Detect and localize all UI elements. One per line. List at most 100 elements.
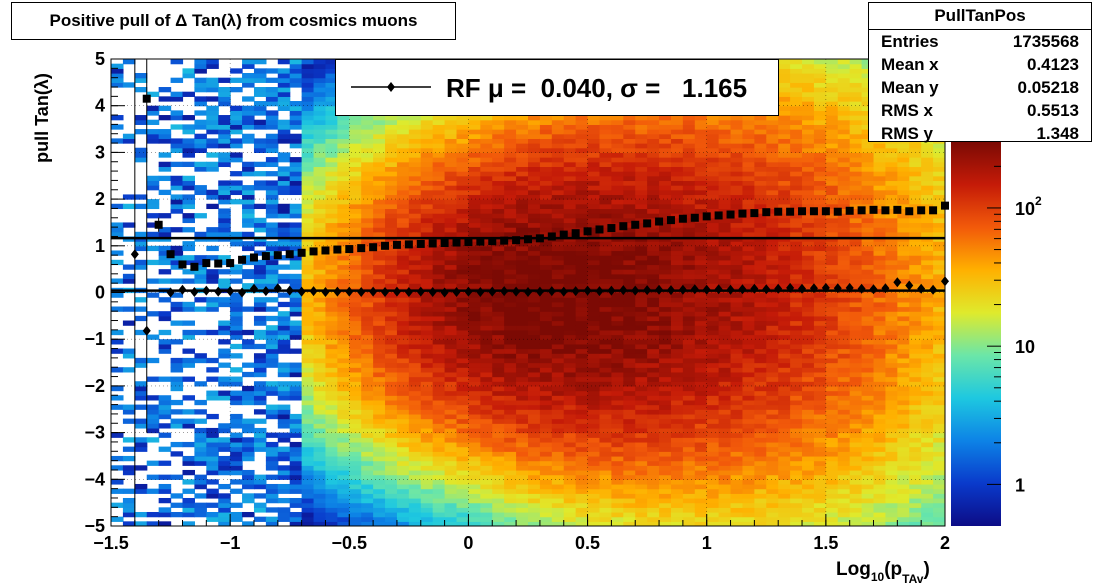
heatmap-cell — [539, 390, 553, 396]
heatmap-cell — [337, 376, 350, 382]
heatmap-cell — [170, 301, 184, 308]
heatmap-cell — [587, 371, 601, 378]
heatmap-cell — [218, 455, 231, 462]
heatmap-cell — [539, 339, 553, 345]
heatmap-cell — [575, 474, 589, 480]
heatmap-cell — [790, 437, 803, 443]
heatmap-cell — [623, 488, 636, 494]
heatmap-cell — [682, 189, 696, 196]
heatmap-cell — [575, 138, 589, 144]
heatmap-cell — [301, 59, 315, 65]
heatmap-cell — [539, 161, 553, 168]
heatmap-cell — [730, 376, 744, 382]
heatmap-cell — [539, 241, 553, 247]
heatmap-cell — [277, 320, 291, 326]
heatmap-cell — [194, 119, 207, 125]
heatmap-cell — [182, 418, 195, 424]
heatmap-cell — [575, 273, 589, 280]
heatmap-cell — [408, 432, 422, 438]
heatmap-cell — [730, 189, 744, 196]
heatmap-cell — [611, 245, 624, 252]
heatmap-cell — [635, 497, 648, 504]
heatmap-cell — [778, 320, 791, 326]
heatmap-cell — [182, 161, 195, 168]
heatmap-cell — [659, 157, 672, 163]
heatmap-cell — [539, 147, 553, 153]
heatmap-cell — [742, 469, 755, 476]
heatmap-cell — [516, 185, 529, 191]
heatmap-cell — [754, 166, 767, 172]
heatmap-cell — [599, 390, 612, 396]
heatmap-cell — [265, 231, 279, 238]
heatmap-cell — [289, 348, 303, 354]
heatmap-cell — [444, 278, 458, 284]
heatmap-cell — [504, 180, 517, 186]
heatmap-cell — [516, 231, 529, 238]
heatmap-cell — [587, 171, 601, 177]
heatmap-cell — [301, 315, 315, 322]
heatmap-cell — [111, 138, 124, 144]
heatmap-cell — [539, 199, 553, 205]
heatmap-cell — [718, 455, 732, 462]
heatmap-cell — [456, 133, 470, 139]
heatmap-cell — [730, 404, 744, 410]
heatmap-cell — [492, 329, 505, 336]
heatmap-cell — [790, 362, 803, 368]
heatmap-cell — [468, 353, 481, 359]
heatmap-cell — [325, 82, 338, 88]
heatmap-cell — [599, 329, 612, 336]
heatmap-cell — [599, 119, 612, 125]
heatmap-cell — [349, 311, 362, 317]
heatmap-cell — [694, 385, 708, 392]
heatmap-cell — [659, 119, 672, 125]
heatmap-cell — [647, 521, 660, 526]
heatmap-cell — [563, 185, 577, 191]
heatmap-cell — [682, 227, 696, 233]
heatmap-cell — [182, 497, 195, 504]
heatmap-cell — [111, 367, 124, 373]
heatmap-cell — [396, 264, 410, 270]
heatmap-cell — [349, 511, 362, 518]
heatmap-cell — [242, 189, 255, 196]
heatmap-cell — [516, 264, 529, 270]
heatmap-cell — [420, 147, 434, 153]
heatmap-cell — [635, 521, 648, 526]
heatmap-cell — [742, 185, 755, 191]
heatmap-cell — [349, 222, 362, 228]
heatmap-cell — [766, 385, 779, 392]
heatmap-cell — [635, 418, 648, 424]
heatmap-cell — [277, 455, 291, 462]
heatmap-cell — [694, 189, 708, 196]
heatmap-cell — [647, 357, 660, 364]
heatmap-cell — [122, 82, 136, 88]
heatmap-cell — [408, 441, 422, 448]
heatmap-cell — [504, 199, 517, 205]
heatmap-cell — [385, 376, 398, 382]
heatmap-cell — [242, 194, 255, 200]
heatmap-cell — [778, 101, 791, 107]
heatmap-cell — [718, 441, 732, 448]
heatmap-cell — [408, 213, 422, 219]
heatmap-cell — [396, 381, 410, 387]
heatmap-cell — [575, 493, 589, 499]
heatmap-cell — [480, 418, 493, 424]
heatmap-cell — [253, 110, 267, 116]
heatmap-cell — [182, 199, 195, 205]
heatmap-cell — [373, 516, 386, 522]
heatmap-cell — [301, 273, 315, 280]
heatmap-cell — [385, 367, 398, 373]
heatmap-cell — [253, 353, 267, 359]
heatmap-cell — [313, 68, 327, 74]
heatmap-cell — [718, 423, 732, 429]
heatmap-cell — [444, 222, 458, 228]
heatmap-cell — [337, 245, 350, 252]
heatmap-cell — [599, 488, 612, 494]
heatmap-cell — [766, 115, 779, 121]
heatmap-cell — [754, 441, 767, 448]
heatmap-cell — [718, 483, 732, 490]
heatmap-cell — [480, 413, 493, 420]
heatmap-cell — [134, 423, 148, 429]
heatmap-cell — [670, 297, 684, 303]
heatmap-cell — [361, 441, 374, 448]
heatmap-cell — [396, 460, 410, 466]
